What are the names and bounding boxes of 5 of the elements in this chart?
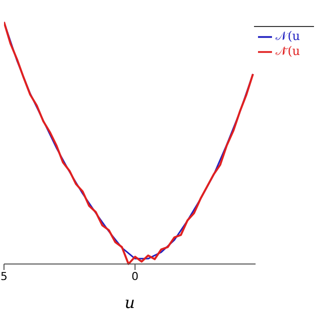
x-axis-title: u (124, 293, 135, 312)
x-tick-label: 5 (0, 270, 8, 283)
x-tick-label: 0 (132, 270, 139, 283)
legend-label: 𝒩(u (276, 29, 300, 43)
legend-label: 𝒩̃(u (276, 44, 300, 58)
